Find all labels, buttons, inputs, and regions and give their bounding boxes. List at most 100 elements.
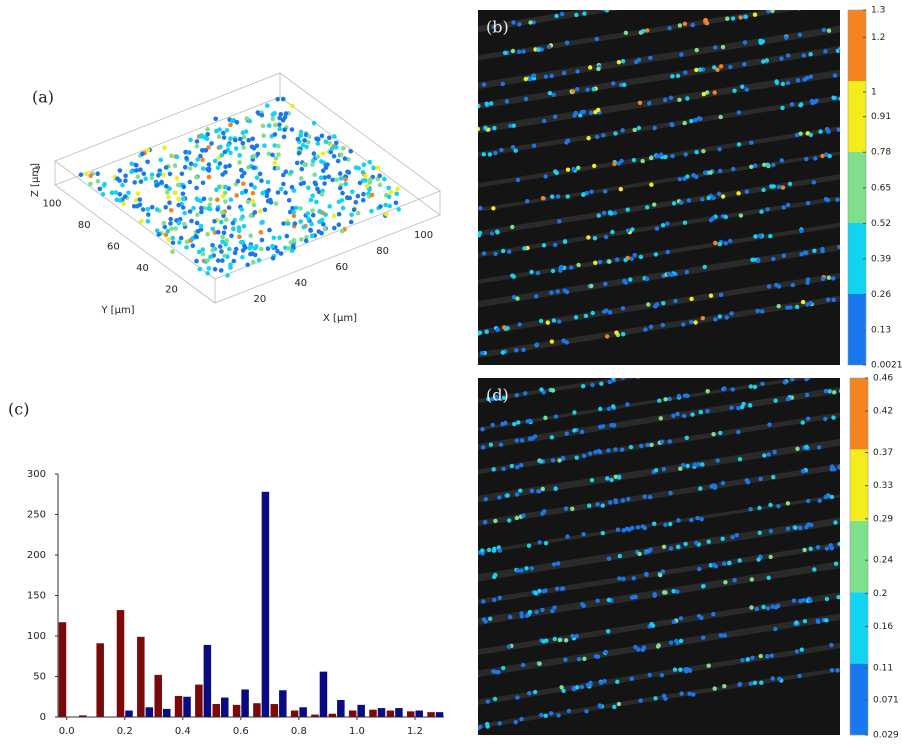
dot-texture: [658, 416, 663, 421]
dot-texture: [794, 304, 800, 310]
point-texture: [387, 203, 393, 209]
point-texture: [332, 134, 337, 139]
point-texture: [137, 197, 143, 202]
dot-texture: [472, 232, 476, 236]
point-texture: [182, 164, 188, 170]
dot-texture: [712, 90, 717, 95]
point-texture: [206, 174, 212, 180]
dot-texture: [713, 317, 718, 322]
point-texture: [214, 128, 219, 134]
dot-texture: [614, 330, 619, 335]
dot-texture: [808, 300, 813, 306]
point-texture: [348, 219, 354, 225]
point-texture: [251, 165, 256, 170]
point-texture: [348, 149, 354, 154]
dot-texture: [478, 126, 481, 132]
dot-texture: [741, 401, 746, 407]
dot-texture: [489, 101, 494, 106]
dot-texture: [845, 668, 849, 672]
fibre-streak: [478, 378, 639, 404]
dot-texture: [467, 623, 471, 627]
point-texture: [337, 171, 343, 176]
dot-texture: [677, 23, 683, 28]
dot-texture: [612, 210, 618, 216]
dot-texture: [669, 122, 674, 127]
point-texture: [209, 141, 214, 146]
dot-texture: [558, 268, 563, 273]
dot-texture: [770, 676, 775, 681]
dot-texture: [771, 184, 776, 189]
point-texture: [137, 202, 143, 207]
panel-label: (b): [486, 18, 509, 37]
dot-texture: [606, 556, 612, 561]
dot-texture: [668, 546, 674, 551]
point-texture: [237, 234, 242, 239]
bar: [116, 610, 125, 717]
bar: [386, 710, 395, 717]
point-texture: [200, 251, 206, 257]
point-texture: [251, 202, 257, 208]
x-tick-label: 1.0: [349, 726, 365, 737]
dot-texture: [682, 21, 688, 26]
dot-texture: [753, 234, 758, 239]
point-texture: [310, 212, 316, 218]
point-texture: [88, 173, 93, 179]
dot-texture: [611, 81, 616, 86]
y-tick-label: 0: [40, 712, 46, 723]
dot-texture: [768, 234, 773, 239]
point-texture: [360, 197, 366, 203]
dot-texture: [743, 14, 748, 19]
dot-texture: [518, 488, 523, 493]
dot-texture: [553, 242, 558, 248]
bar: [261, 491, 270, 717]
dot-texture: [521, 49, 526, 54]
dot-texture: [831, 0, 835, 4]
point-texture: [283, 169, 289, 174]
point-texture: [216, 134, 222, 139]
point-texture: [167, 186, 172, 191]
dot-texture: [745, 657, 750, 662]
point-texture: [284, 233, 290, 239]
dot-texture: [478, 674, 479, 678]
dot-texture: [543, 174, 548, 179]
dot-texture: [801, 53, 806, 58]
dot-texture: [492, 597, 497, 603]
dot-texture: [470, 672, 474, 676]
fibre-streak: [478, 174, 840, 237]
point-texture: [195, 157, 200, 162]
dot-texture: [472, 671, 476, 675]
point-texture: [367, 159, 373, 165]
dot-texture: [514, 393, 520, 398]
point-texture: [282, 115, 288, 120]
point-texture: [353, 200, 359, 205]
point-texture: [285, 221, 291, 226]
point-texture: [218, 144, 223, 150]
dot-texture: [550, 458, 556, 463]
dot-texture: [525, 199, 530, 204]
point-texture: [215, 197, 220, 203]
dot-texture: [697, 566, 702, 572]
point-texture: [195, 212, 200, 218]
point-texture: [266, 187, 271, 193]
point-texture: [340, 228, 345, 234]
point-texture: [95, 178, 101, 184]
dot-texture: [701, 635, 706, 640]
point-texture: [306, 216, 311, 221]
point-texture: [240, 239, 246, 245]
dot-texture: [604, 10, 610, 13]
dot-texture: [824, 596, 830, 602]
dot-texture: [645, 205, 650, 210]
dot-texture: [473, 521, 477, 525]
dot-texture: [663, 522, 668, 528]
point-texture: [259, 178, 264, 183]
bar: [195, 684, 203, 717]
dot-texture: [562, 288, 568, 293]
dot-texture: [633, 594, 638, 600]
dot-texture: [613, 499, 619, 505]
bar: [241, 689, 249, 717]
colorbar-band: [850, 378, 868, 450]
dot-texture: [776, 184, 782, 190]
point-texture: [355, 193, 361, 199]
dot-texture: [711, 195, 716, 201]
dot-texture: [515, 695, 520, 700]
